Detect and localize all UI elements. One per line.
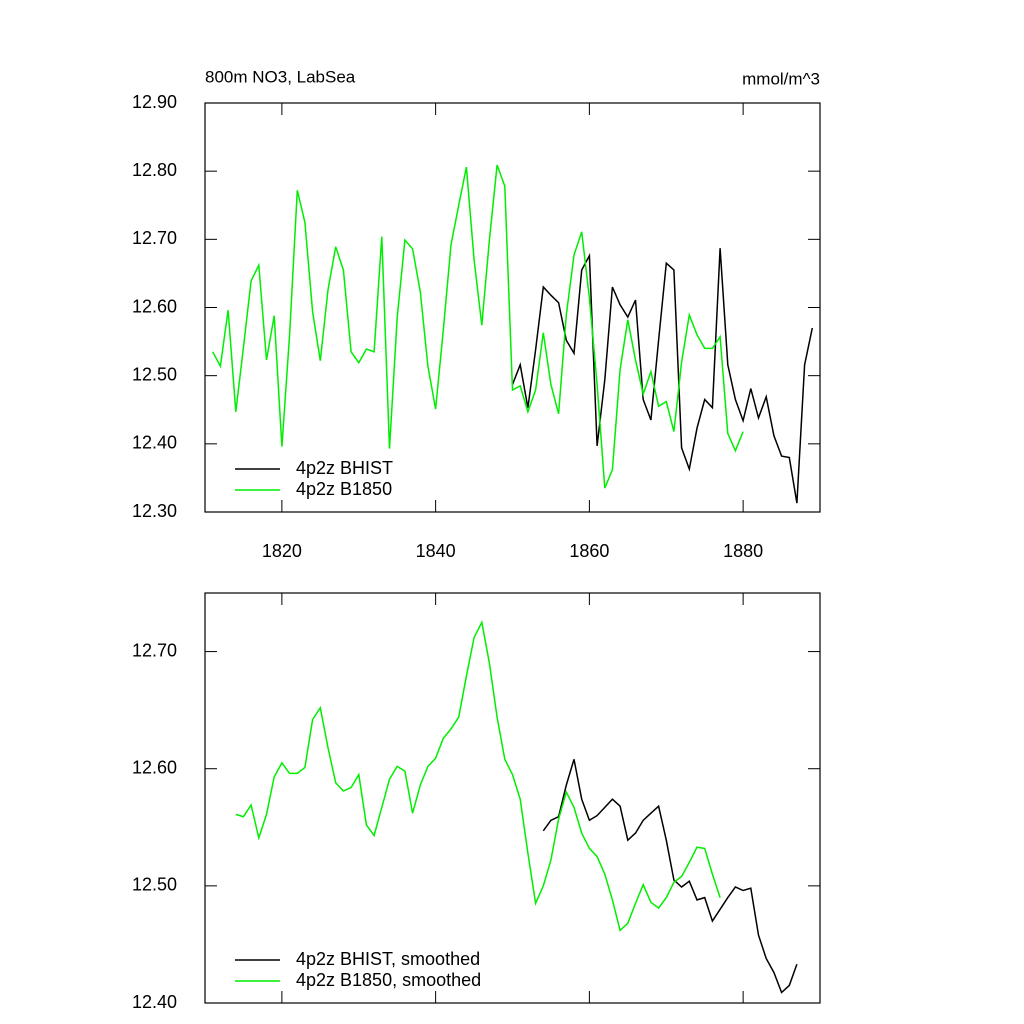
y-tick-label: 12.60: [132, 757, 177, 777]
y-tick-label: 12.70: [132, 228, 177, 248]
legend-label: 4p2z BHIST, smoothed: [296, 949, 480, 969]
y-tick-label: 12.80: [132, 160, 177, 180]
plot-frame: [204, 592, 821, 1004]
y-tick-label: 12.50: [132, 875, 177, 895]
x-tick-label: 1880: [723, 541, 763, 561]
series-line: [212, 164, 744, 489]
y-tick-label: 12.30: [132, 501, 177, 521]
legend-label: 4p2z B1850: [296, 479, 392, 499]
x-tick-label: 1860: [569, 541, 609, 561]
x-tick-label: 1840: [416, 541, 456, 561]
series-line: [235, 619, 721, 932]
y-tick-label: 12.40: [132, 992, 177, 1012]
y-tick-label: 12.40: [132, 433, 177, 453]
y-tick-label: 12.90: [132, 92, 177, 112]
units-label: mmol/m^3: [742, 69, 820, 88]
plot-frame: [204, 102, 821, 513]
legend-label: 4p2z BHIST: [296, 458, 393, 478]
x-tick-label: 1820: [262, 541, 302, 561]
chart-title: 800m NO3, LabSea: [205, 67, 356, 86]
series-line: [542, 759, 798, 994]
y-tick-label: 12.50: [132, 364, 177, 384]
y-tick-label: 12.70: [132, 640, 177, 660]
series-line: [511, 248, 814, 504]
legend-label: 4p2z B1850, smoothed: [296, 970, 481, 990]
y-tick-label: 12.60: [132, 296, 177, 316]
